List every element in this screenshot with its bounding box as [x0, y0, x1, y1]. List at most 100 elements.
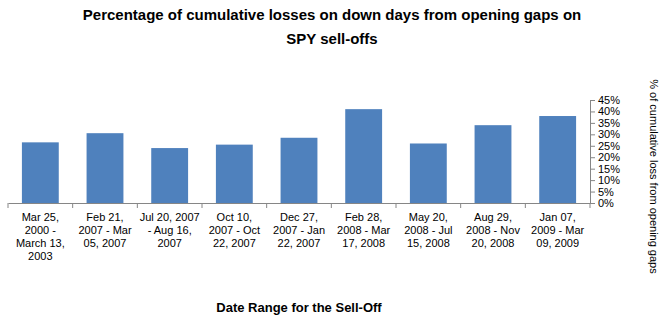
text-line: 2000 - — [25, 224, 57, 236]
category-label: Oct 10,2007 - Oct22, 2007 — [209, 211, 260, 249]
tick-label: 15% — [598, 163, 620, 175]
tick: 15% — [590, 163, 620, 175]
bar — [216, 145, 253, 203]
tick: Oct 10,2007 - Oct22, 2007 — [209, 203, 260, 249]
tick: Mar 25,2000 -March 13,2003 — [16, 203, 65, 262]
tick-label: 10% — [598, 174, 620, 186]
text-line: Jan 07, — [540, 211, 576, 223]
tick: 30% — [590, 128, 620, 140]
text-line: Jul 20, 2007 — [140, 211, 200, 223]
category-label: Dec 27,2007 - Jan22, 2007 — [273, 211, 325, 249]
text-line: Dec 27, — [280, 211, 318, 223]
tick: Feb 28,2008 - Mar17, 2008 — [337, 203, 391, 249]
bar — [281, 138, 318, 203]
tick: May 20,2008 - Jul15, 2008 — [404, 203, 452, 249]
text-line: 2008 - Mar — [337, 224, 391, 236]
bar — [22, 142, 59, 203]
bar — [475, 125, 512, 203]
tick: Aug 29,2008 - Nov20, 2008 — [466, 203, 520, 249]
text-line: - Aug 16, — [148, 224, 192, 236]
tick: 25% — [590, 140, 620, 152]
tick: Jul 20, 2007- Aug 16,2007 — [140, 203, 200, 249]
tick-label: 0% — [598, 197, 614, 209]
x-axis: Mar 25,2000 -March 13,2003Feb 21,2007 - … — [9, 203, 591, 262]
tick-mark — [590, 180, 595, 181]
text-line: 05, 2007 — [84, 237, 127, 249]
tick: 40% — [590, 105, 620, 117]
text-line: 20, 2008 — [472, 237, 515, 249]
tick-label: 5% — [598, 186, 614, 198]
text-line: Mar 25, — [22, 211, 59, 223]
text-line: 2007 - Oct — [209, 224, 260, 236]
category-divider — [266, 203, 267, 208]
category-dividers — [8, 203, 590, 208]
x-axis-title: Date Range for the Sell-Off — [216, 300, 382, 315]
tick: Dec 27,2007 - Jan22, 2007 — [273, 203, 325, 249]
tick-mark — [590, 146, 595, 147]
text-line: 2007 - Jan — [273, 224, 325, 236]
tick: 35% — [590, 117, 620, 129]
category-label: Aug 29,2008 - Nov20, 2008 — [466, 211, 520, 249]
tick-label: 30% — [598, 128, 620, 140]
text-line: Percentage of cumulative losses on down … — [83, 6, 581, 23]
axis-line — [9, 203, 591, 204]
tick: 20% — [590, 151, 620, 163]
text-line: 2008 - Jul — [404, 224, 452, 236]
text-line: 15, 2008 — [407, 237, 450, 249]
tick-label: 45% — [598, 94, 620, 106]
category-label: Jul 20, 2007- Aug 16,2007 — [140, 211, 200, 249]
tick-label: 20% — [598, 151, 620, 163]
y-axis: 0%5%10%15%20%25%30%35%40%45% — [590, 94, 620, 209]
bar — [539, 116, 576, 203]
category-label: Jan 07,2009 - Mar09, 2009 — [531, 211, 585, 249]
tick-mark — [590, 134, 595, 135]
category-divider — [331, 203, 332, 208]
text-line: 09, 2009 — [536, 237, 579, 249]
bar — [87, 133, 124, 203]
tick-mark — [590, 192, 595, 193]
text-line: 2008 - Nov — [466, 224, 520, 236]
category-label: May 20,2008 - Jul15, 2008 — [404, 211, 452, 249]
text-line: 2003 — [28, 250, 52, 262]
category-divider — [137, 203, 138, 208]
category-divider — [460, 203, 461, 208]
category-label: Mar 25,2000 -March 13,2003 — [16, 211, 65, 262]
chart-title: Percentage of cumulative losses on down … — [83, 6, 581, 47]
tick: Feb 21,2007 - Mar05, 2007 — [78, 203, 132, 249]
text-line: Feb 21, — [86, 211, 123, 223]
category-label: Feb 21,2007 - Mar05, 2007 — [78, 211, 132, 249]
tick-label: 25% — [598, 140, 620, 152]
tick: 45% — [590, 94, 620, 106]
tick-label: 40% — [598, 105, 620, 117]
text-line: 17, 2008 — [342, 237, 385, 249]
tick: 0% — [590, 197, 614, 209]
category-divider — [72, 203, 73, 208]
y-axis-title: % of cumulative loss from opening gaps — [648, 79, 660, 274]
tick: 10% — [590, 174, 620, 186]
text-line: 2007 - Mar — [78, 224, 132, 236]
text-line: Aug 29, — [474, 211, 512, 223]
tick-mark — [590, 123, 595, 124]
tick-mark — [590, 203, 595, 204]
text-line: Feb 28, — [345, 211, 382, 223]
tick-mark — [590, 169, 595, 170]
category-divider — [202, 203, 203, 208]
bar — [345, 109, 382, 203]
text-line: 2009 - Mar — [531, 224, 585, 236]
tick-label: 35% — [598, 117, 620, 129]
text-line: May 20, — [409, 211, 448, 223]
category-divider — [8, 203, 9, 208]
tick: 5% — [590, 186, 614, 198]
text-line: 22, 2007 — [278, 237, 321, 249]
tick-mark — [590, 111, 595, 112]
chart: Percentage of cumulative losses on down … — [0, 0, 664, 327]
tick: Jan 07,2009 - Mar09, 2009 — [531, 203, 585, 249]
bars — [22, 109, 576, 203]
bar — [151, 148, 188, 203]
category-divider — [590, 203, 591, 208]
bar — [410, 143, 447, 203]
text-line: March 13, — [16, 237, 65, 249]
text-line: SPY sell-offs — [286, 30, 377, 47]
category-divider — [396, 203, 397, 208]
axis-line — [591, 101, 596, 204]
